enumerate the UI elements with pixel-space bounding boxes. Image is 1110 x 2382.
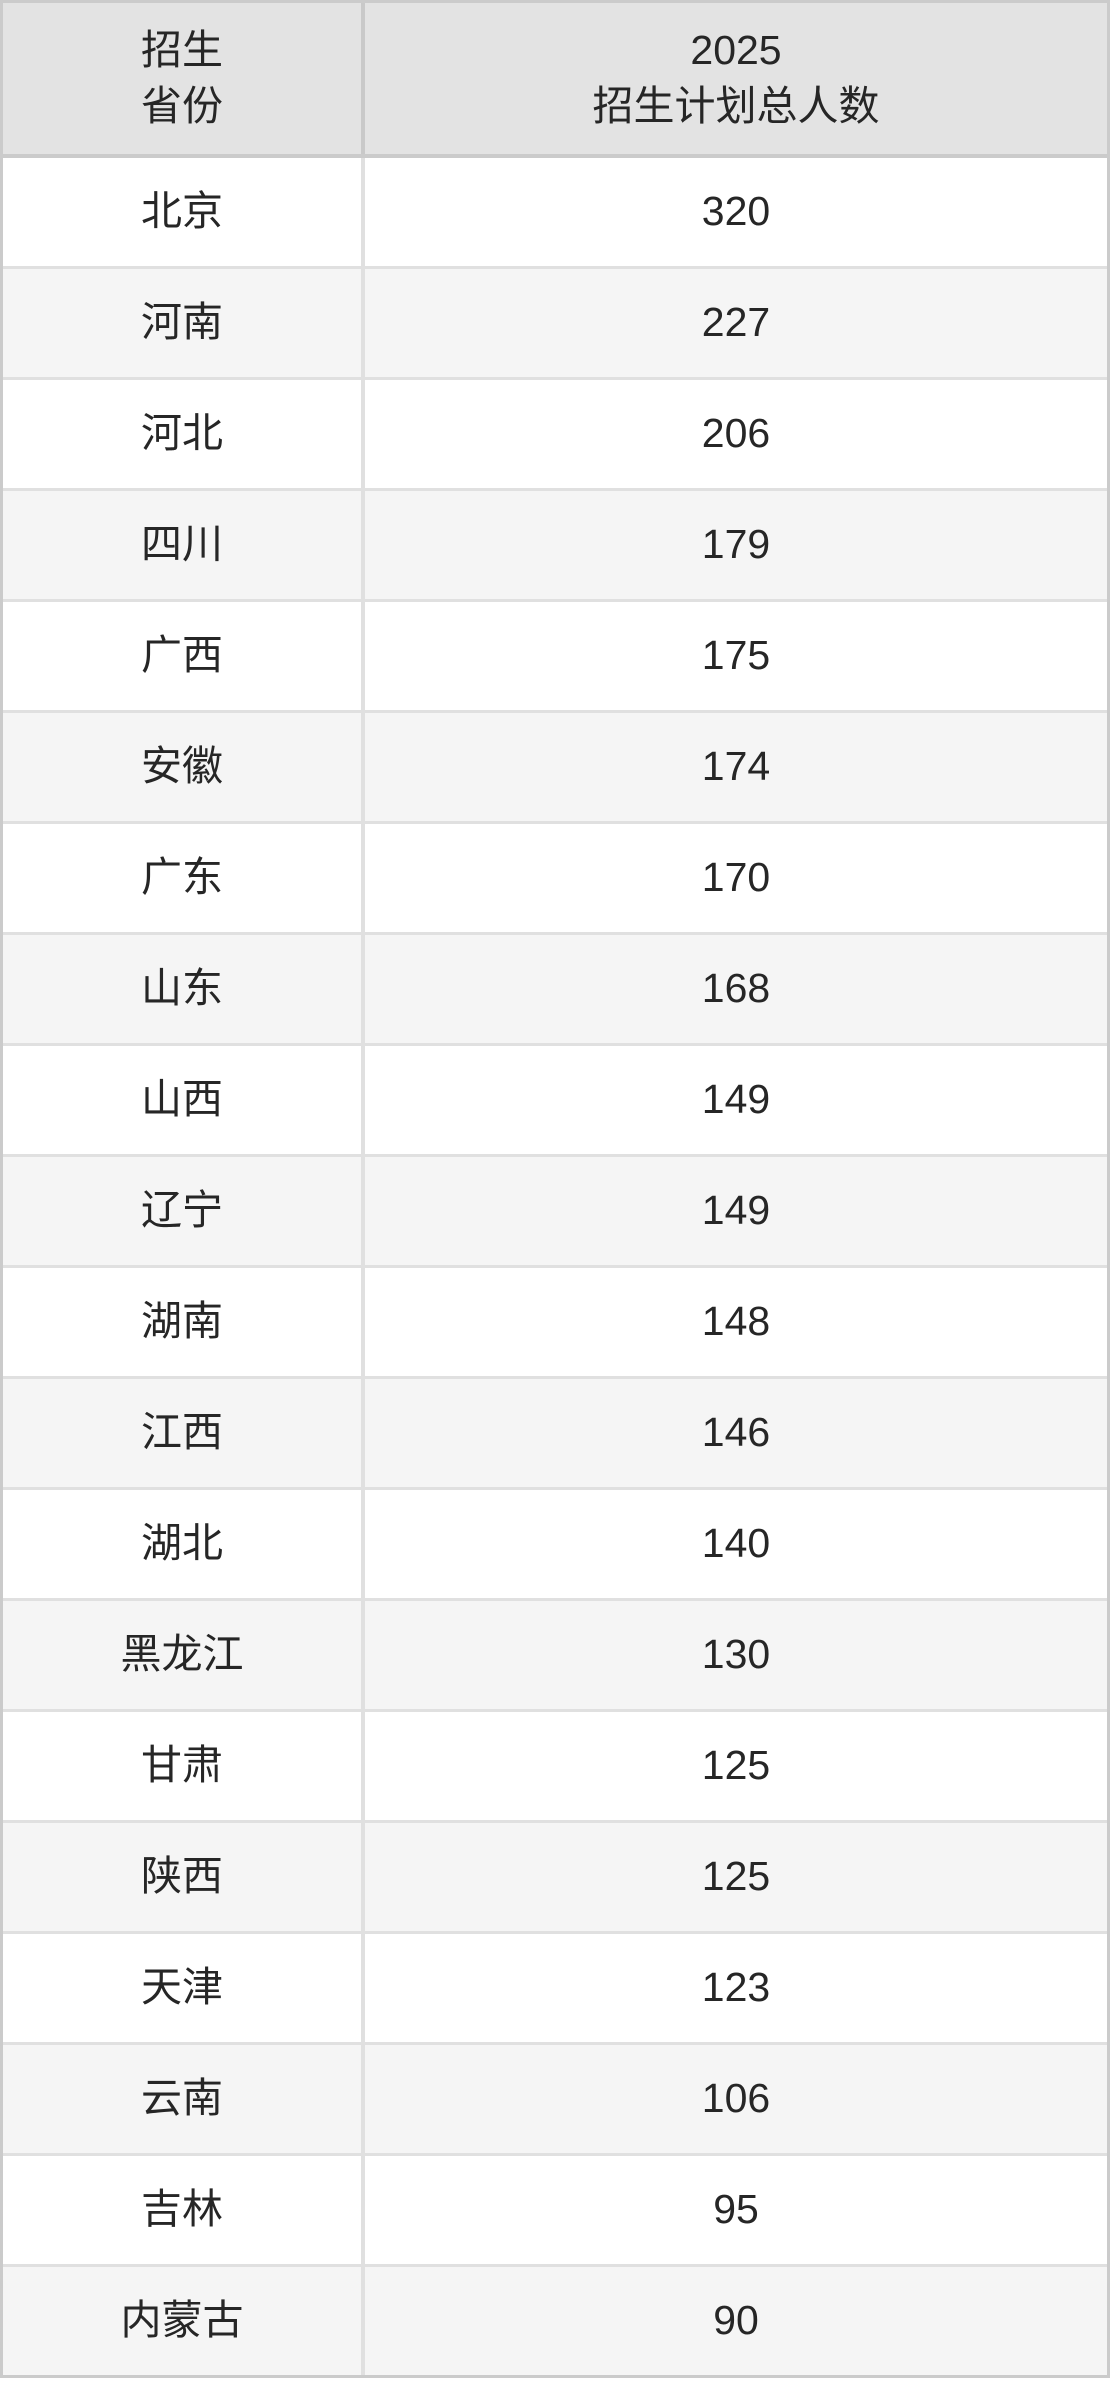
table-row: 安徽 174 xyxy=(3,710,1107,821)
total-count-cell: 174 xyxy=(701,743,771,790)
province-cell: 辽宁 xyxy=(3,1157,365,1265)
province-cell: 黑龙江 xyxy=(3,1601,365,1709)
table-row: 湖北 140 xyxy=(3,1487,1107,1598)
total-count-cell: 175 xyxy=(701,632,771,679)
province-cell: 河北 xyxy=(3,380,365,488)
table-row: 山西 149 xyxy=(3,1043,1107,1154)
total-count-cell: 140 xyxy=(701,1520,771,1567)
total-count-cell: 95 xyxy=(713,2186,759,2233)
total-count-cell: 106 xyxy=(701,2075,771,2122)
province-cell: 河南 xyxy=(3,269,365,377)
total-count-cell: 206 xyxy=(701,410,771,457)
table-row: 天津 123 xyxy=(3,1931,1107,2042)
total-count-cell: 130 xyxy=(701,1631,771,1678)
total-count-cell: 170 xyxy=(701,854,771,901)
table-row: 广西 175 xyxy=(3,599,1107,710)
province-cell: 安徽 xyxy=(3,713,365,821)
table-row: 陕西 125 xyxy=(3,1820,1107,1931)
table-row: 河南 227 xyxy=(3,266,1107,377)
table-row: 山东 168 xyxy=(3,932,1107,1043)
province-cell: 陕西 xyxy=(3,1823,365,1931)
table-row: 四川 179 xyxy=(3,488,1107,599)
table-row: 广东 170 xyxy=(3,821,1107,932)
total-count-cell: 123 xyxy=(701,1964,771,2011)
total-count-cell: 149 xyxy=(701,1076,771,1123)
total-count-cell: 168 xyxy=(701,965,771,1012)
province-cell: 山东 xyxy=(3,935,365,1043)
province-cell: 广西 xyxy=(3,602,365,710)
total-count-cell: 90 xyxy=(713,2297,759,2344)
province-cell: 甘肃 xyxy=(3,1712,365,1820)
province-cell: 湖北 xyxy=(3,1490,365,1598)
province-cell: 江西 xyxy=(3,1379,365,1487)
total-count-cell: 227 xyxy=(701,299,771,346)
table-row: 江西 146 xyxy=(3,1376,1107,1487)
header-cell-total: 2025 招生计划总人数 xyxy=(592,27,880,129)
province-cell: 山西 xyxy=(3,1046,365,1154)
province-cell: 湖南 xyxy=(3,1268,365,1376)
total-count-cell: 125 xyxy=(701,1853,771,1900)
table-row: 辽宁 149 xyxy=(3,1154,1107,1265)
table-row: 内蒙古 90 xyxy=(3,2264,1107,2375)
table-row: 黑龙江 130 xyxy=(3,1598,1107,1709)
province-cell: 内蒙古 xyxy=(3,2267,365,2375)
province-cell: 北京 xyxy=(3,158,365,266)
table-row: 河北 206 xyxy=(3,377,1107,488)
table-header: 招生 省份 2025 招生计划总人数 xyxy=(3,3,1107,158)
table-row: 北京 320 xyxy=(3,158,1107,266)
province-cell: 天津 xyxy=(3,1934,365,2042)
total-count-cell: 320 xyxy=(701,188,771,235)
province-cell: 广东 xyxy=(3,824,365,932)
table-row: 吉林 95 xyxy=(3,2153,1107,2264)
header-row: 招生 省份 2025 招生计划总人数 xyxy=(3,3,1107,158)
total-count-cell: 179 xyxy=(701,521,771,568)
province-cell: 四川 xyxy=(3,491,365,599)
table-body: 北京 320 河南 227 河北 206 四川 179 广西 175 安徽 17… xyxy=(3,158,1107,2375)
province-cell: 云南 xyxy=(3,2045,365,2153)
header-cell-province: 招生 省份 xyxy=(3,3,365,154)
table-row: 湖南 148 xyxy=(3,1265,1107,1376)
total-count-cell: 125 xyxy=(701,1742,771,1789)
table-row: 云南 106 xyxy=(3,2042,1107,2153)
table-row: 甘肃 125 xyxy=(3,1709,1107,1820)
total-count-cell: 149 xyxy=(701,1187,771,1234)
total-count-cell: 146 xyxy=(701,1409,771,1456)
province-cell: 吉林 xyxy=(3,2156,365,2264)
total-count-cell: 148 xyxy=(701,1298,771,1345)
